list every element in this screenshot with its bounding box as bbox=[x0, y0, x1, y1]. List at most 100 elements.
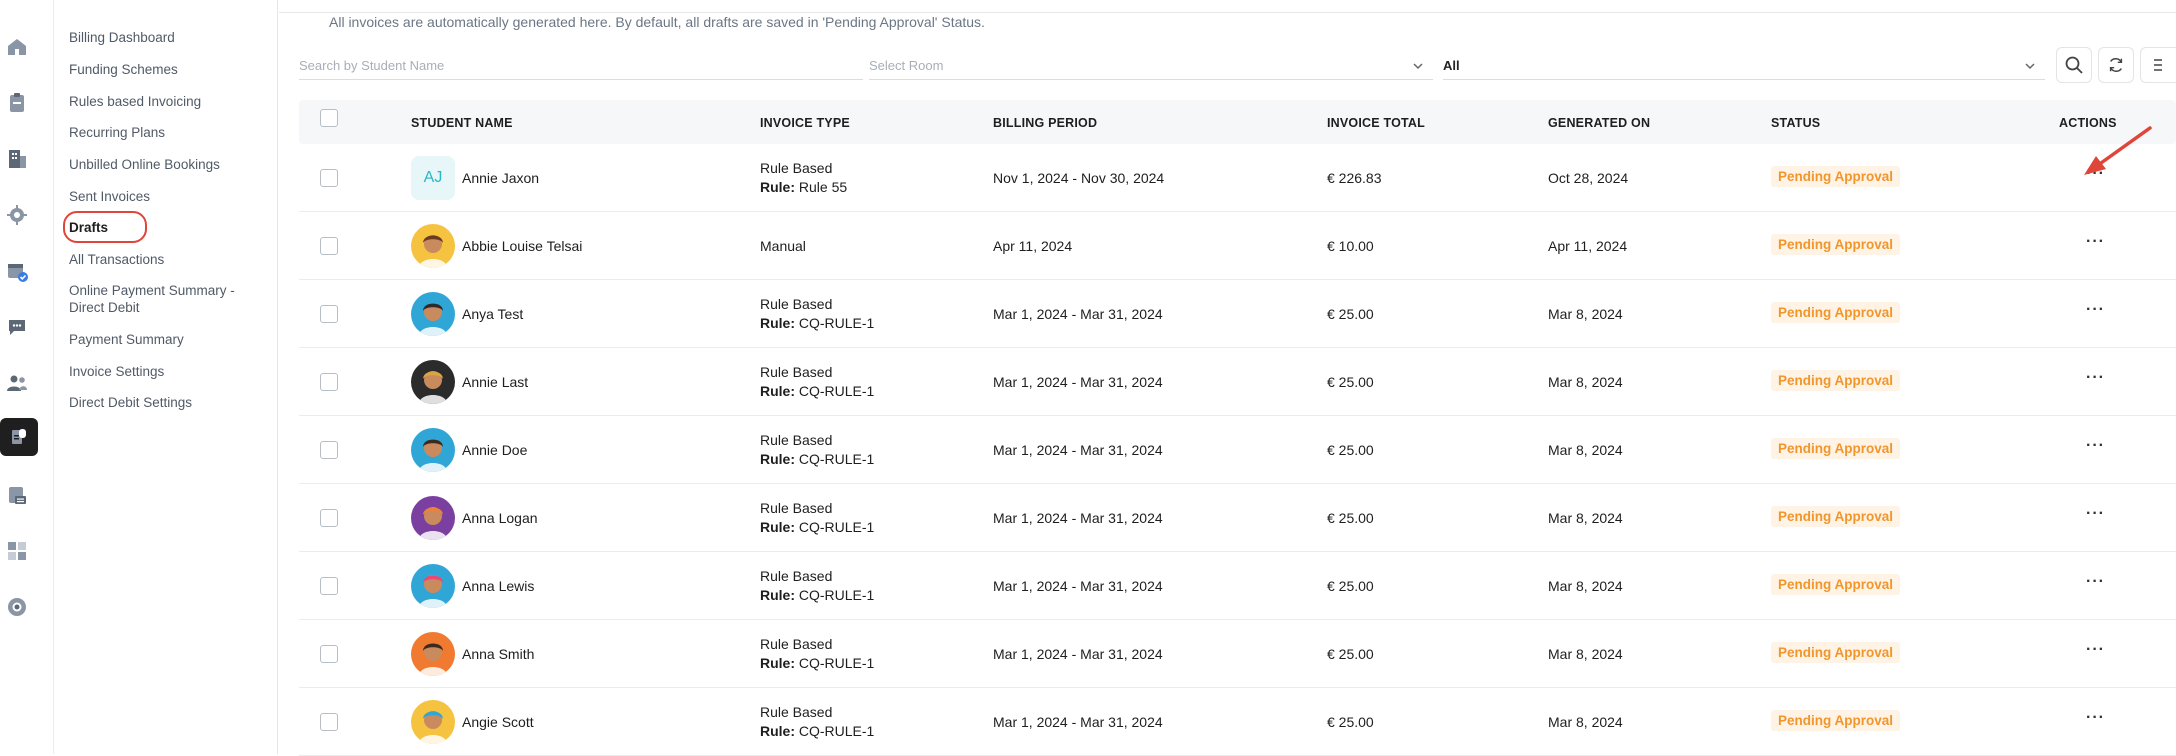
subnav-item-unbilled-online-bookings[interactable]: Unbilled Online Bookings bbox=[69, 157, 220, 172]
row-checkbox[interactable] bbox=[320, 373, 338, 391]
table-row[interactable]: Abbie Louise Telsai Manual Apr 11, 2024 € 1… bbox=[299, 212, 2176, 280]
refresh-button[interactable] bbox=[2098, 47, 2134, 83]
row-actions-menu-icon[interactable]: ··· bbox=[2086, 505, 2105, 522]
table-row[interactable]: Anna Logan Rule Based Rule: CQ-RULE-1 Mar 1… bbox=[299, 484, 2176, 552]
refresh-icon bbox=[2109, 58, 2123, 72]
student-name[interactable]: Angie Scott bbox=[462, 714, 534, 730]
invoice-type: Manual bbox=[760, 238, 806, 254]
rule-label: Rule: bbox=[760, 451, 795, 467]
row-checkbox[interactable] bbox=[320, 509, 338, 527]
generated-on: Mar 8, 2024 bbox=[1548, 646, 1623, 662]
student-name[interactable]: Anya Test bbox=[462, 306, 524, 322]
filter-icon bbox=[2153, 59, 2162, 71]
subnav-item-invoice-settings[interactable]: Invoice Settings bbox=[69, 364, 165, 379]
subnav-item-sent-invoices[interactable]: Sent Invoices bbox=[69, 189, 151, 204]
invoice-total: € 25.00 bbox=[1327, 578, 1374, 594]
row-checkbox[interactable] bbox=[320, 645, 338, 663]
header-status[interactable]: STATUS bbox=[1771, 116, 1821, 130]
rule-value: CQ-RULE-1 bbox=[798, 723, 875, 739]
rule-label: Rule: bbox=[760, 655, 795, 671]
search-student-input[interactable] bbox=[299, 52, 863, 80]
calendar-check-icon[interactable] bbox=[0, 254, 34, 288]
search-button[interactable] bbox=[2056, 47, 2092, 83]
rule-label: Rule: bbox=[760, 383, 795, 399]
support-icon[interactable] bbox=[0, 590, 34, 624]
status-select[interactable]: All bbox=[1443, 52, 2045, 80]
subnav-item-payment-summary[interactable]: Payment Summary bbox=[69, 332, 184, 347]
billing-period: Mar 1, 2024 - Mar 31, 2024 bbox=[993, 442, 1163, 458]
table-row[interactable]: Anna Smith Rule Based Rule: CQ-RULE-1 Mar 1… bbox=[299, 620, 2176, 688]
invoice-type: Rule Based bbox=[760, 432, 833, 448]
status-badge: Pending Approval bbox=[1771, 302, 1901, 323]
table-row[interactable]: Anya Test Rule Based Rule: CQ-RULE-1 Mar 1,… bbox=[299, 280, 2176, 348]
avatar-initials: AJ bbox=[423, 169, 443, 186]
row-checkbox[interactable] bbox=[320, 441, 338, 459]
table-row[interactable]: Anna Lewis Rule Based Rule: CQ-RULE-1 Mar 1… bbox=[299, 552, 2176, 620]
subnav-item-drafts[interactable]: Drafts bbox=[63, 211, 269, 243]
row-actions-menu-icon[interactable]: ··· bbox=[2086, 233, 2105, 250]
clipboard-icon[interactable] bbox=[0, 86, 34, 120]
subnav-item-direct-debit-settings[interactable]: Direct Debit Settings bbox=[69, 395, 193, 410]
header-invoice-type[interactable]: INVOICE TYPE bbox=[760, 116, 850, 130]
subnav-item-online-payment-summary[interactable]: Online Payment Summary - Direct Debit bbox=[69, 283, 235, 315]
table-row[interactable]: Angie Scott Rule Based Rule: CQ-RULE-1 Mar … bbox=[299, 688, 2176, 756]
row-checkbox[interactable] bbox=[320, 713, 338, 731]
filter-button[interactable] bbox=[2140, 47, 2176, 83]
student-name[interactable]: Anna Logan bbox=[462, 510, 538, 526]
row-checkbox[interactable] bbox=[320, 305, 338, 323]
room-select[interactable]: Select Room bbox=[869, 52, 1433, 80]
rule-value: CQ-RULE-1 bbox=[798, 383, 875, 399]
student-name[interactable]: Annie Last bbox=[462, 374, 529, 390]
invoice-type: Rule Based bbox=[760, 160, 833, 176]
row-actions-menu-icon[interactable]: ··· bbox=[2086, 709, 2105, 726]
avatar bbox=[411, 292, 455, 336]
home-icon[interactable] bbox=[0, 30, 34, 64]
dashboard-icon[interactable] bbox=[0, 534, 34, 568]
status-badge: Pending Approval bbox=[1771, 166, 1901, 187]
header-invoice-total[interactable]: INVOICE TOTAL bbox=[1327, 116, 1425, 130]
row-checkbox[interactable] bbox=[320, 577, 338, 595]
row-actions-menu-icon[interactable]: ··· bbox=[2086, 641, 2105, 658]
row-checkbox[interactable] bbox=[320, 169, 338, 187]
student-name[interactable]: Anna Lewis bbox=[462, 578, 535, 594]
row-actions-menu-icon[interactable]: ··· bbox=[2086, 437, 2105, 454]
invoice-total: € 25.00 bbox=[1327, 374, 1374, 390]
gear-icon[interactable] bbox=[0, 198, 34, 232]
billing-icon[interactable] bbox=[0, 418, 38, 456]
table-row[interactable]: Annie Doe Rule Based Rule: CQ-RULE-1 Mar 1,… bbox=[299, 416, 2176, 484]
chat-icon[interactable] bbox=[0, 310, 34, 344]
invoice-rule: Rule: CQ-RULE-1 bbox=[760, 587, 874, 603]
subnav-item-all-transactions[interactable]: All Transactions bbox=[69, 252, 165, 267]
invoice-rule: Rule: Rule 55 bbox=[760, 179, 847, 195]
avatar-illustration-icon bbox=[419, 507, 447, 540]
row-checkbox[interactable] bbox=[320, 237, 338, 255]
avatar-illustration-icon bbox=[419, 643, 447, 676]
subnav-item-rules-based-invoicing[interactable]: Rules based Invoicing bbox=[69, 94, 202, 109]
subnav-item-billing-dashboard[interactable]: Billing Dashboard bbox=[69, 30, 175, 45]
header-generated-on[interactable]: GENERATED ON bbox=[1548, 116, 1651, 130]
checklist-icon[interactable] bbox=[0, 478, 34, 512]
rule-value: CQ-RULE-1 bbox=[798, 655, 875, 671]
annotation-arrow-icon bbox=[2084, 126, 2152, 175]
status-badge: Pending Approval bbox=[1771, 574, 1901, 595]
icon-rail bbox=[0, 0, 54, 754]
row-actions-menu-icon[interactable]: ··· bbox=[2086, 573, 2105, 590]
header-billing-period[interactable]: BILLING PERIOD bbox=[993, 116, 1098, 130]
header-student-name[interactable]: STUDENT NAME bbox=[411, 116, 513, 130]
subnav-item-funding-schemes[interactable]: Funding Schemes bbox=[69, 62, 178, 77]
search-icon bbox=[2065, 56, 2083, 74]
table-row[interactable]: AJ Annie Jaxon Rule Based Rule: Rule 55 Nov … bbox=[299, 144, 2176, 212]
row-actions-menu-icon[interactable]: ··· bbox=[2086, 301, 2105, 318]
generated-on: Mar 8, 2024 bbox=[1548, 510, 1623, 526]
student-name[interactable]: Anna Smith bbox=[462, 646, 535, 662]
student-name[interactable]: Abbie Louise Telsai bbox=[462, 238, 583, 254]
subnav-item-recurring-plans[interactable]: Recurring Plans bbox=[69, 125, 166, 140]
table-row[interactable]: Annie Last Rule Based Rule: CQ-RULE-1 Mar 1… bbox=[299, 348, 2176, 416]
select-all-checkbox[interactable] bbox=[320, 109, 338, 127]
people-icon[interactable] bbox=[0, 366, 34, 400]
building-icon[interactable] bbox=[0, 142, 34, 176]
avatar-illustration-icon bbox=[419, 711, 447, 744]
student-name[interactable]: Annie Jaxon bbox=[462, 170, 540, 186]
row-actions-menu-icon[interactable]: ··· bbox=[2086, 369, 2105, 386]
student-name[interactable]: Annie Doe bbox=[462, 442, 528, 458]
